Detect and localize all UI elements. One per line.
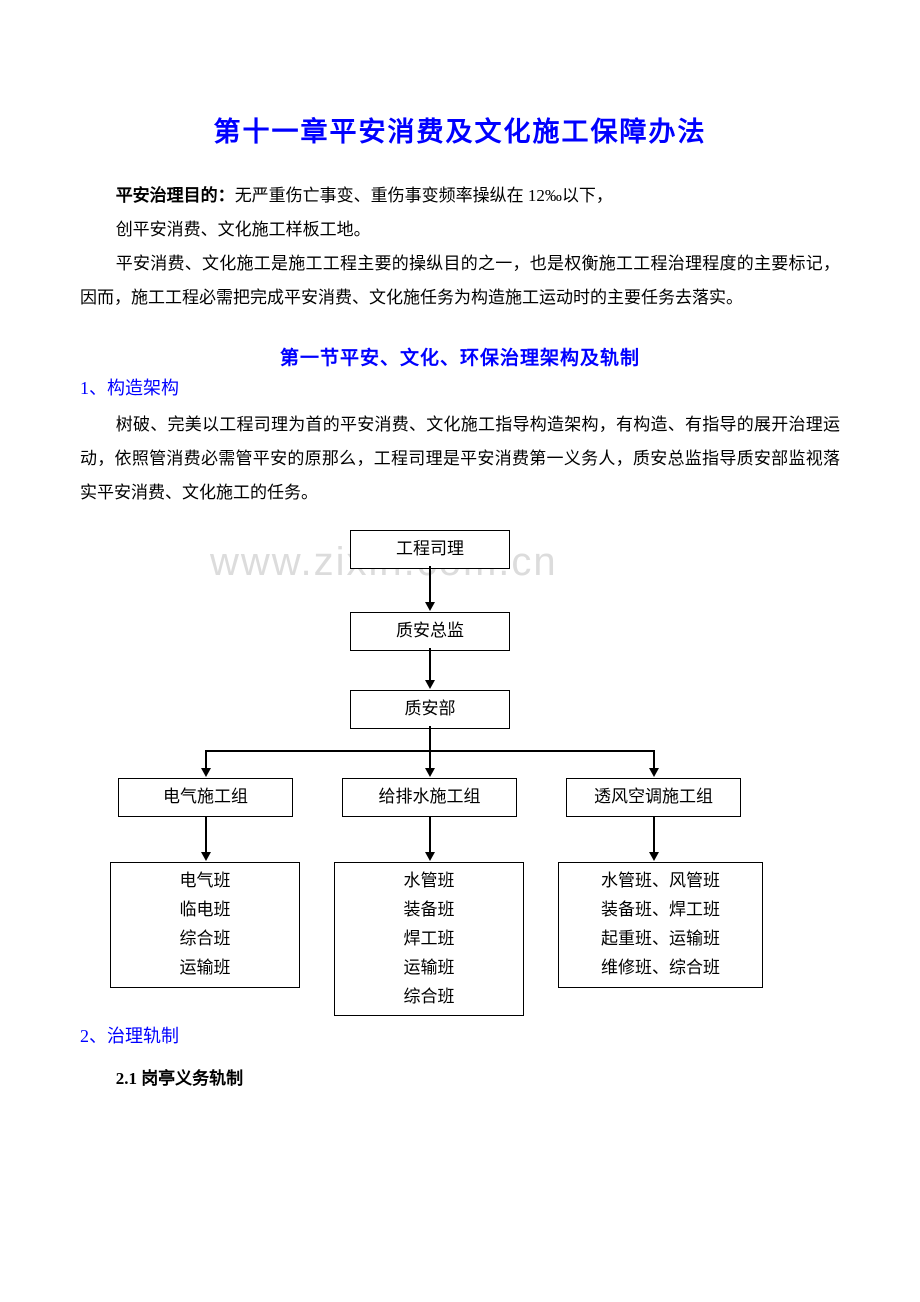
para1-bold: 平安治理目的： — [116, 186, 235, 205]
node-project-manager: 工程司理 — [350, 530, 510, 569]
paragraph-2: 创平安消费、文化施工样板工地。 — [80, 213, 840, 247]
chapter-title: 第十一章平安消费及文化施工保障办法 — [80, 110, 840, 149]
node-elec-teams: 电气班临电班综合班运输班 — [110, 862, 300, 988]
node-drain-group: 给排水施工组 — [342, 778, 517, 817]
subsection-2: 2、治理轨制 — [80, 1022, 840, 1048]
para1-rest: 无严重伤亡事变、重伤事变频率操纵在 12‰以下， — [235, 186, 613, 205]
node-hvac-teams: 水管班、风管班装备班、焊工班起重班、运输班维修班、综合班 — [558, 862, 763, 988]
paragraph-3: 平安消费、文化施工是施工工程主要的操纵目的之一，也是权衡施工工程治理程度的主要标… — [80, 247, 840, 315]
node-qa-director: 质安总监 — [350, 612, 510, 651]
paragraph-4: 树破、完美以工程司理为首的平安消费、文化施工指导构造架构，有构造、有指导的展开治… — [80, 408, 840, 510]
paragraph-1: 平安治理目的：无严重伤亡事变、重伤事变频率操纵在 12‰以下， — [80, 179, 840, 213]
node-elec-group: 电气施工组 — [118, 778, 293, 817]
section-title: 第一节平安、文化、环保治理架构及轨制 — [80, 343, 840, 370]
node-hvac-group: 透风空调施工组 — [566, 778, 741, 817]
node-qa-dept: 质安部 — [350, 690, 510, 729]
subsection-2-1: 2.1 岗亭义务轨制 — [80, 1064, 840, 1089]
node-drain-teams: 水管班装备班焊工班运输班综合班 — [334, 862, 524, 1016]
subsection-1: 1、构造架构 — [80, 374, 840, 400]
